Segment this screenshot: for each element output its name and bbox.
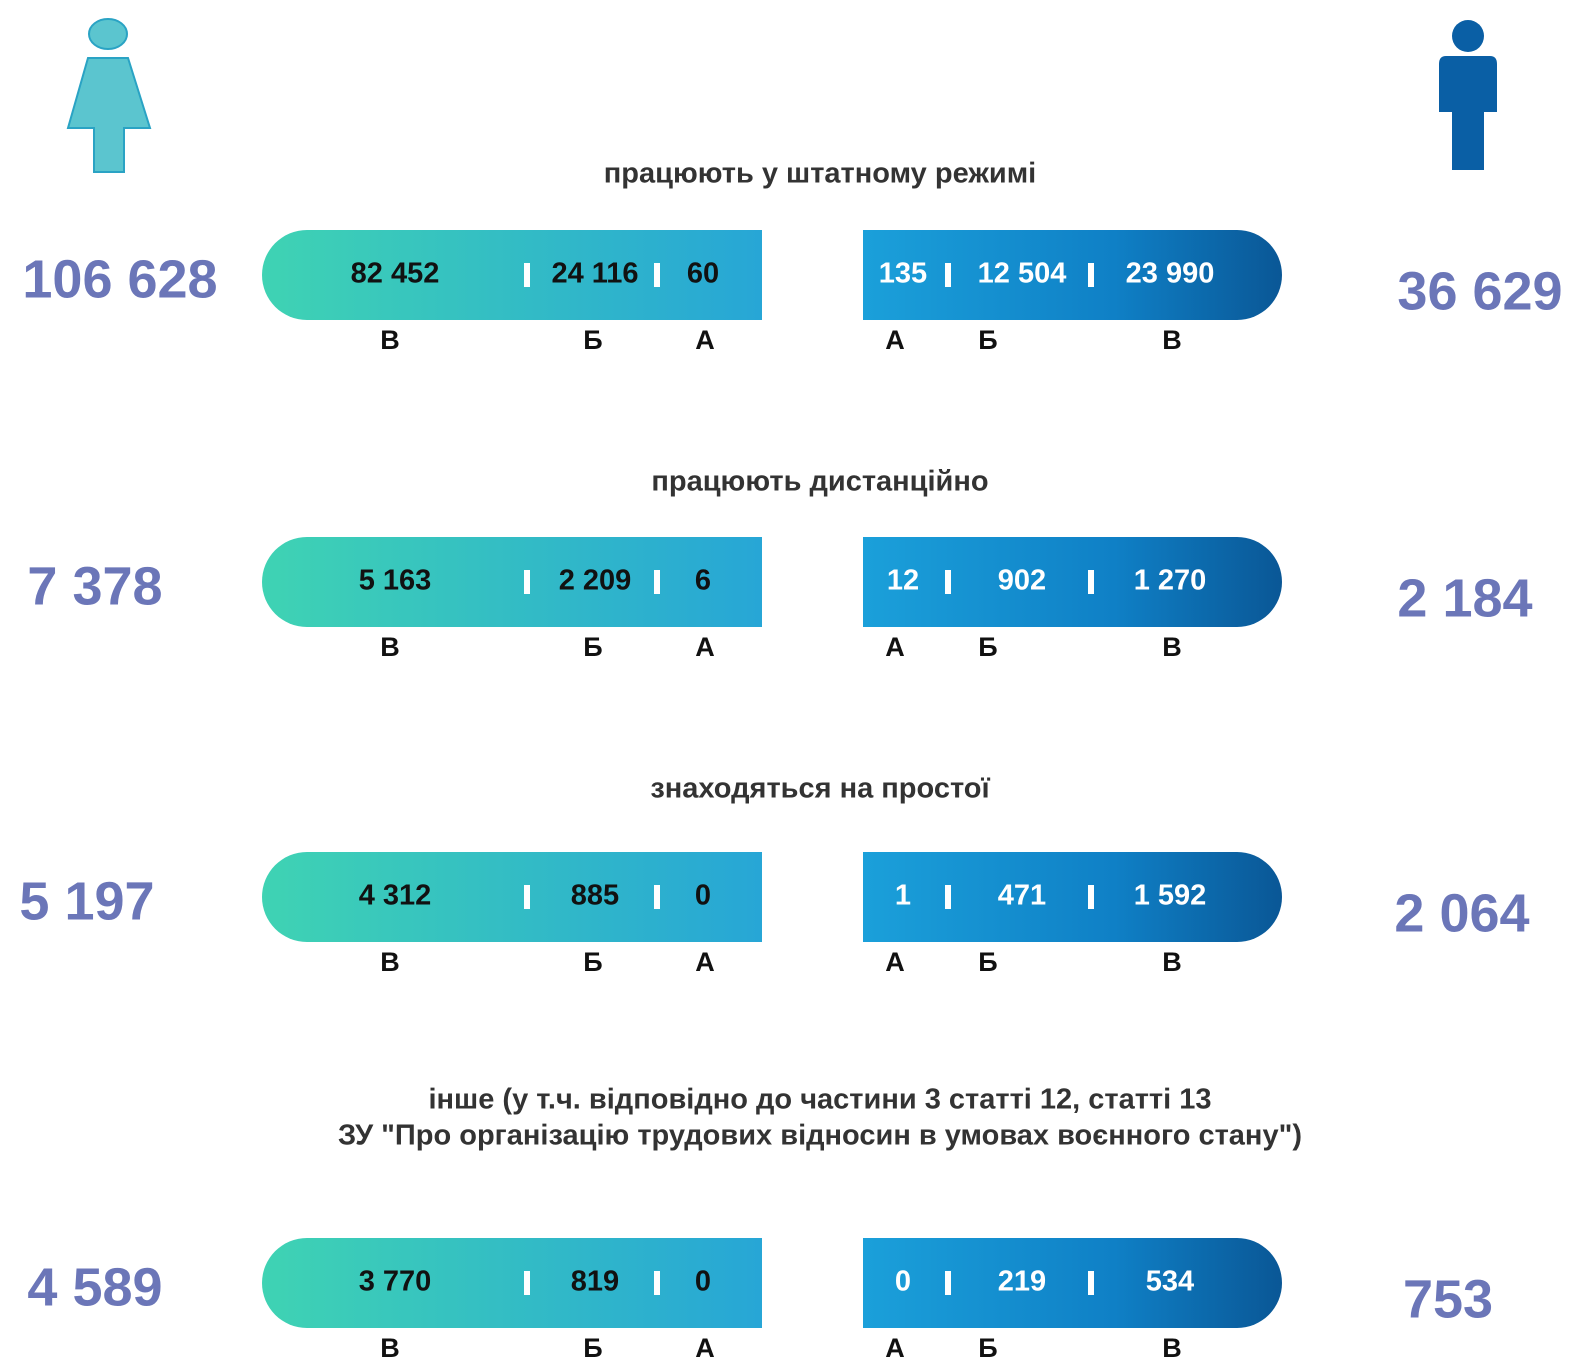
- section-title: працюють дистанційно: [651, 466, 988, 498]
- women-value: 0: [695, 1266, 711, 1298]
- men-category: В: [1162, 1333, 1182, 1363]
- separator: [654, 263, 660, 287]
- women-total: 5 197: [19, 871, 154, 931]
- separator: [1088, 263, 1094, 287]
- women-value: 60: [687, 258, 719, 290]
- women-value: 819: [571, 1266, 619, 1298]
- separator: [1088, 885, 1094, 909]
- men-category: В: [1162, 325, 1182, 355]
- women-category: В: [380, 947, 400, 977]
- men-category: А: [885, 947, 905, 977]
- men-category: Б: [978, 325, 997, 355]
- women-value: 4 312: [359, 880, 432, 912]
- women-value: 2 209: [559, 565, 632, 597]
- women-value: 5 163: [359, 565, 432, 597]
- section-title: ЗУ "Про організацію трудових відносин в …: [338, 1120, 1302, 1152]
- men-total: 2 184: [1397, 568, 1532, 628]
- men-value: 0: [895, 1266, 911, 1298]
- men-bar: [863, 537, 1282, 627]
- women-category: Б: [583, 1333, 602, 1363]
- women-value: 82 452: [351, 258, 440, 290]
- women-category: А: [695, 632, 715, 662]
- men-category: Б: [978, 632, 997, 662]
- separator: [945, 263, 951, 287]
- separator: [524, 570, 530, 594]
- men-category: А: [885, 632, 905, 662]
- women-value: 0: [695, 880, 711, 912]
- men-category: В: [1162, 632, 1182, 662]
- women-bar: [262, 537, 762, 627]
- section-title: працюють у штатному режимі: [604, 158, 1036, 190]
- separator: [945, 1271, 951, 1295]
- men-value: 1 592: [1134, 880, 1207, 912]
- women-value: 3 770: [359, 1266, 432, 1298]
- women-total: 106 628: [22, 249, 217, 309]
- women-category: В: [380, 325, 400, 355]
- women-category: А: [695, 947, 715, 977]
- women-value: 885: [571, 880, 619, 912]
- men-value: 135: [879, 258, 927, 290]
- men-value: 534: [1146, 1266, 1194, 1298]
- women-bar: [262, 230, 762, 320]
- women-category: Б: [583, 947, 602, 977]
- men-value: 902: [998, 565, 1046, 597]
- separator: [524, 263, 530, 287]
- women-category: А: [695, 1333, 715, 1363]
- men-value: 471: [998, 880, 1046, 912]
- men-category: Б: [978, 947, 997, 977]
- men-bar: [863, 1238, 1282, 1328]
- men-total: 2 064: [1394, 883, 1529, 943]
- men-category: А: [885, 325, 905, 355]
- separator: [654, 885, 660, 909]
- men-value: 1 270: [1134, 565, 1207, 597]
- women-value: 6: [695, 565, 711, 597]
- woman-icon: [66, 18, 152, 173]
- separator: [945, 570, 951, 594]
- women-category: Б: [583, 632, 602, 662]
- men-category: Б: [978, 1333, 997, 1363]
- separator: [524, 1271, 530, 1295]
- section-title: знаходяться на простої: [650, 773, 990, 805]
- man-icon: [1439, 20, 1497, 170]
- separator: [654, 1271, 660, 1295]
- men-value: 12: [887, 565, 919, 597]
- men-bar: [863, 852, 1282, 942]
- women-category: А: [695, 325, 715, 355]
- separator: [524, 885, 530, 909]
- women-category: Б: [583, 325, 602, 355]
- men-category: А: [885, 1333, 905, 1363]
- separator: [1088, 1271, 1094, 1295]
- women-total: 4 589: [27, 1257, 162, 1317]
- men-category: В: [1162, 947, 1182, 977]
- men-total: 36 629: [1397, 261, 1562, 321]
- men-value: 23 990: [1126, 258, 1215, 290]
- women-category: В: [380, 632, 400, 662]
- women-total: 7 378: [27, 556, 162, 616]
- women-bar: [262, 1238, 762, 1328]
- women-value: 24 116: [551, 258, 638, 290]
- separator: [1088, 570, 1094, 594]
- men-value: 1: [895, 880, 911, 912]
- separator: [945, 885, 951, 909]
- men-value: 12 504: [978, 258, 1067, 290]
- women-bar: [262, 852, 762, 942]
- men-value: 219: [998, 1266, 1046, 1298]
- men-bar: [863, 230, 1282, 320]
- separator: [654, 570, 660, 594]
- men-total: 753: [1403, 1269, 1493, 1329]
- women-category: В: [380, 1333, 400, 1363]
- section-title: інше (у т.ч. відповідно до частини 3 ста…: [428, 1084, 1211, 1116]
